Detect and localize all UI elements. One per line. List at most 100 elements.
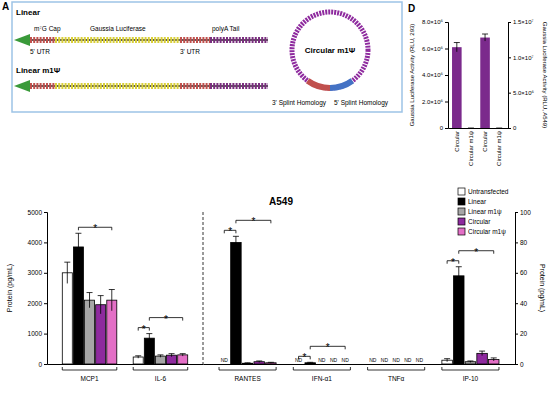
plot-area [231, 236, 499, 364]
part-label: 3' UTR [180, 48, 200, 55]
segment [180, 83, 210, 89]
category-axis: MCP1 IL-6 [48, 365, 204, 382]
bar [466, 128, 476, 129]
chart-part: 010002000300040005000MCP1IL-6Protein (pg… [6, 196, 293, 382]
bar [454, 276, 464, 364]
error-bar [109, 290, 115, 311]
error-bar [479, 351, 485, 356]
data-label: ND [221, 357, 229, 363]
chart-d: D02.0×10⁶4.0×10⁶6.0×10⁶8.0×10⁶05.0×10⁶1.… [408, 3, 548, 166]
tick-mark [508, 57, 511, 58]
axis-title: Gaussia Luciferase Activity (RLU, 293) [409, 24, 415, 127]
tick-label: Circular [454, 131, 460, 152]
significance-label: * [93, 223, 97, 234]
bar [452, 47, 462, 128]
significance-label: * [302, 352, 306, 363]
construct-label: Linear m1Ψ [16, 66, 61, 75]
error-bar [135, 356, 141, 358]
tick-label: IP-10 [463, 375, 479, 382]
category-bracket [442, 367, 499, 370]
error-bar [169, 354, 175, 357]
significance-label: * [251, 216, 255, 227]
segment [180, 37, 210, 43]
tick-mark [44, 242, 47, 243]
part-label: Gaussia Luciferase [90, 25, 146, 32]
tick: Circular [454, 131, 460, 152]
error-bar [98, 296, 104, 314]
significance-label: * [228, 226, 232, 237]
backbone [28, 39, 268, 41]
value-axis: 05.0×10⁶1.0×10⁷1.5×10⁷ [508, 19, 535, 131]
tick-mark [44, 273, 47, 274]
significance-label: * [326, 342, 330, 353]
tick-label: 20 [520, 330, 528, 337]
tick-label: 2000 [28, 300, 43, 307]
part-label: 5' Splint Homology [334, 99, 389, 107]
tick-mark [44, 334, 47, 335]
tick-mark [515, 334, 518, 335]
cap-arrow [14, 80, 30, 92]
legend-label: Circular [468, 218, 491, 225]
error-bar [491, 358, 497, 361]
error-bar [496, 128, 502, 129]
axis-line [204, 364, 516, 365]
tick-label: IFN-α1 [312, 375, 332, 382]
tick: 0 [508, 125, 517, 131]
tick: MCP1 [81, 375, 99, 382]
axis-title: Protein (pg/mL) [538, 264, 546, 312]
chart-part: NDNDNDNDNDNDNDNDNDND020406080100RANTESIF… [204, 188, 547, 382]
tick-mark [445, 22, 448, 23]
category-bracket [219, 367, 276, 370]
tick: 3000 [28, 269, 47, 276]
tick-label: 2.0×10⁶ [422, 99, 444, 105]
splint-region [306, 78, 330, 91]
legend-swatch [458, 218, 465, 225]
bar [494, 128, 504, 129]
tick-label: IL-6 [155, 375, 167, 382]
tick: 5000 [28, 209, 47, 216]
diagram-panel: ALinearm⁷G CapGaussia LuciferasepolyA Ta… [2, 1, 402, 112]
category-axis: CircularCircular m1ψCircularCircular m1ψ [449, 129, 509, 166]
part-label: polyA Tail [212, 25, 240, 33]
tick-label: 6.0×10⁶ [422, 46, 444, 52]
legend-swatch [458, 198, 465, 205]
axis-line [48, 364, 204, 365]
axis-line [449, 128, 509, 129]
error-bar [456, 267, 462, 285]
tick-label: 5.0×10⁶ [513, 90, 535, 96]
panel-frame [12, 2, 402, 112]
part-label: 5' UTR [30, 48, 50, 55]
data-label: ND [416, 357, 424, 363]
legend-swatch [458, 188, 465, 195]
tick-mark [445, 75, 448, 76]
tick: 8.0×10⁶ [422, 19, 448, 25]
data-label: ND [330, 357, 338, 363]
error-bar [454, 43, 460, 52]
error-bar [233, 236, 239, 248]
significance-label: * [164, 314, 168, 325]
tick: Circular [482, 131, 488, 152]
tick-mark [508, 93, 511, 94]
tick: IFN-α1 [312, 375, 332, 382]
bar [62, 273, 72, 364]
data-label: ND [369, 357, 377, 363]
segment [55, 83, 180, 89]
tick: 2.0×10⁶ [422, 99, 448, 105]
tick: 4.0×10⁶ [422, 72, 448, 78]
bar [178, 355, 188, 364]
tick: Circular m1ψ [468, 131, 474, 166]
tick-label: Circular m1ψ [468, 131, 474, 166]
value-axis: 010002000300040005000 [28, 209, 48, 368]
axis-line [445, 23, 449, 129]
chart-a549: 010002000300040005000MCP1IL-6Protein (pg… [6, 188, 546, 382]
linear-construct [14, 34, 268, 46]
error-bar [87, 293, 93, 308]
tick: 1000 [28, 330, 47, 337]
tick: 0 [515, 361, 524, 368]
tick: 60 [515, 269, 528, 276]
axis-line [509, 23, 512, 129]
error-bar [482, 34, 488, 41]
legend-label: Circular m1ψ [468, 228, 506, 236]
bar [266, 363, 276, 364]
legend-label: Linear m1ψ [468, 208, 502, 216]
